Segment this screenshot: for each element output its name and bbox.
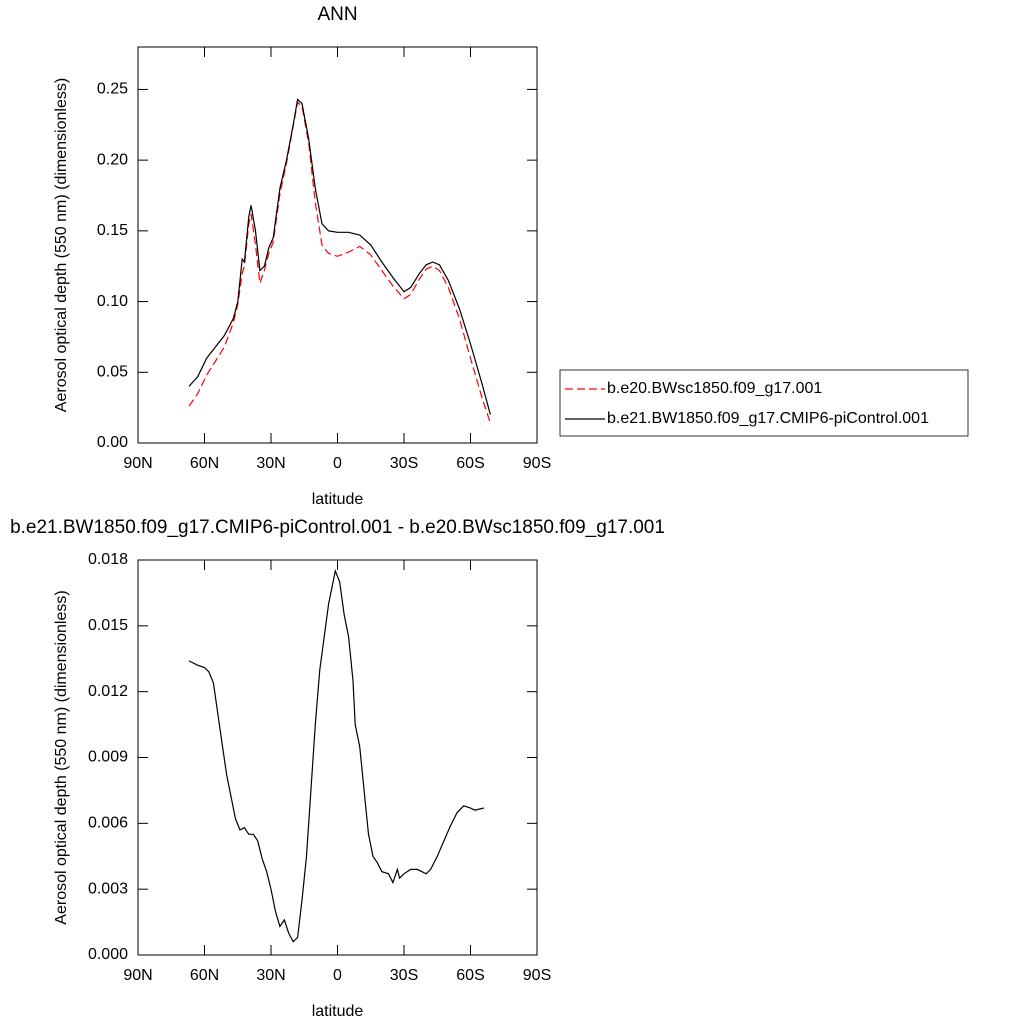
data-line [188, 100, 491, 424]
x-tick-label: 30S [390, 967, 418, 984]
y-tick-label: 0.012 [88, 683, 128, 700]
x-axis-label: latitude [312, 1003, 364, 1020]
x-tick-label: 30S [390, 455, 418, 472]
x-tick-label: 60S [456, 967, 484, 984]
x-tick-label: 0 [333, 455, 342, 472]
x-tick-label: 90S [523, 455, 551, 472]
y-tick-label: 0.15 [97, 222, 128, 239]
x-tick-label: 60N [190, 455, 219, 472]
x-axis-label: latitude [312, 491, 364, 508]
y-tick-label: 0.05 [97, 364, 128, 381]
x-tick-label: 0 [333, 967, 342, 984]
chart-title: b.e21.BW1850.f09_g17.CMIP6-piControl.001… [10, 517, 665, 538]
plot-frame [137, 46, 538, 444]
y-tick-label: 0.25 [97, 81, 128, 98]
y-axis-label: Aerosol optical depth (550 nm) (dimensio… [53, 590, 70, 924]
y-tick-label: 0.10 [97, 293, 128, 310]
x-tick-label: 60S [456, 455, 484, 472]
legend-label: b.e20.BWsc1850.f09_g17.001 [607, 380, 822, 397]
y-axis-label: Aerosol optical depth (550 nm) (dimensio… [53, 78, 70, 412]
y-tick-label: 0.20 [97, 151, 128, 168]
x-tick-label: 90N [123, 455, 152, 472]
y-tick-label: 0.003 [88, 880, 128, 897]
legend-box [559, 369, 969, 437]
y-tick-label: 0.00 [97, 434, 128, 451]
y-tick-label: 0.000 [88, 946, 128, 963]
plot-frame [137, 559, 538, 956]
y-tick-label: 0.006 [88, 815, 128, 832]
x-tick-label: 60N [190, 967, 219, 984]
y-tick-label: 0.009 [88, 749, 128, 766]
chart-title: ANN [317, 4, 357, 25]
x-tick-label: 90S [523, 967, 551, 984]
legend-label: b.e21.BW1850.f09_g17.CMIP6-piControl.001 [607, 410, 929, 427]
x-tick-label: 90N [123, 967, 152, 984]
data-line [188, 98, 491, 415]
x-tick-label: 30N [256, 455, 285, 472]
data-line [188, 568, 484, 943]
x-tick-label: 30N [256, 967, 285, 984]
y-tick-label: 0.015 [88, 617, 128, 634]
y-tick-label: 0.018 [88, 551, 128, 568]
